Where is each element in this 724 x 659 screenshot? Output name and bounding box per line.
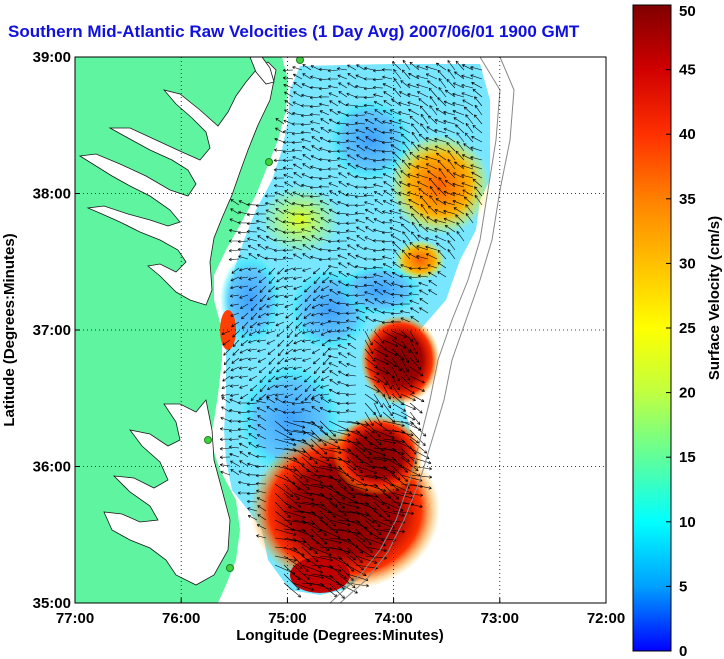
grid-lines	[75, 57, 606, 603]
x-tick-label: 73:00	[481, 610, 519, 627]
radar-site-marker	[265, 158, 273, 166]
y-tick-label: 36:00	[33, 459, 71, 476]
y-tick-label: 37:00	[33, 322, 71, 339]
y-axis-label: Latitude (Degrees:Minutes)	[1, 233, 18, 426]
velocity-field	[219, 59, 490, 599]
colorbar-tick-label: 15	[679, 449, 696, 466]
colorbar-tick-label: 45	[679, 62, 696, 79]
x-tick-label: 76:00	[162, 610, 200, 627]
delaware-bay	[249, 57, 275, 85]
x-tick-label: 74:00	[374, 610, 412, 627]
x-axis-label: Longitude (Degrees:Minutes)	[236, 627, 444, 644]
colorbar-tick-label: 30	[679, 255, 696, 272]
y-tick-label: 35:00	[33, 595, 71, 612]
pamlico-sound	[103, 399, 231, 586]
colorbar-tick-label: 40	[679, 126, 696, 143]
colorbar-tick-label: 10	[679, 514, 696, 531]
y-tick-label: 39:00	[33, 49, 71, 66]
velocity-arrows	[219, 59, 483, 599]
colorbar	[632, 4, 672, 652]
colorbar-tick-label: 0	[679, 643, 687, 659]
colorbar-label: Surface Velocity (cm/s)	[706, 216, 723, 380]
chesapeake-bay	[78, 61, 277, 306]
radar-site-marker	[296, 57, 304, 64]
colorbar-tick-label: 35	[679, 191, 696, 208]
colorbar-tick-label: 25	[679, 320, 696, 337]
x-tick-label: 72:00	[587, 610, 625, 627]
map-title: Southern Mid-Atlantic Raw Velocities (1 …	[8, 22, 580, 41]
x-tick-label: 75:00	[268, 610, 306, 627]
y-tick-label: 38:00	[33, 186, 71, 203]
colorbar-tick-label: 20	[679, 385, 696, 402]
colorbar-tick-label: 5	[679, 578, 687, 595]
bathymetry-line	[329, 57, 501, 603]
radar-site-marker	[204, 436, 212, 444]
colorbar-tick-label: 50	[679, 3, 696, 20]
x-tick-label: 77:00	[56, 610, 94, 627]
radar-site-marker	[226, 564, 234, 572]
